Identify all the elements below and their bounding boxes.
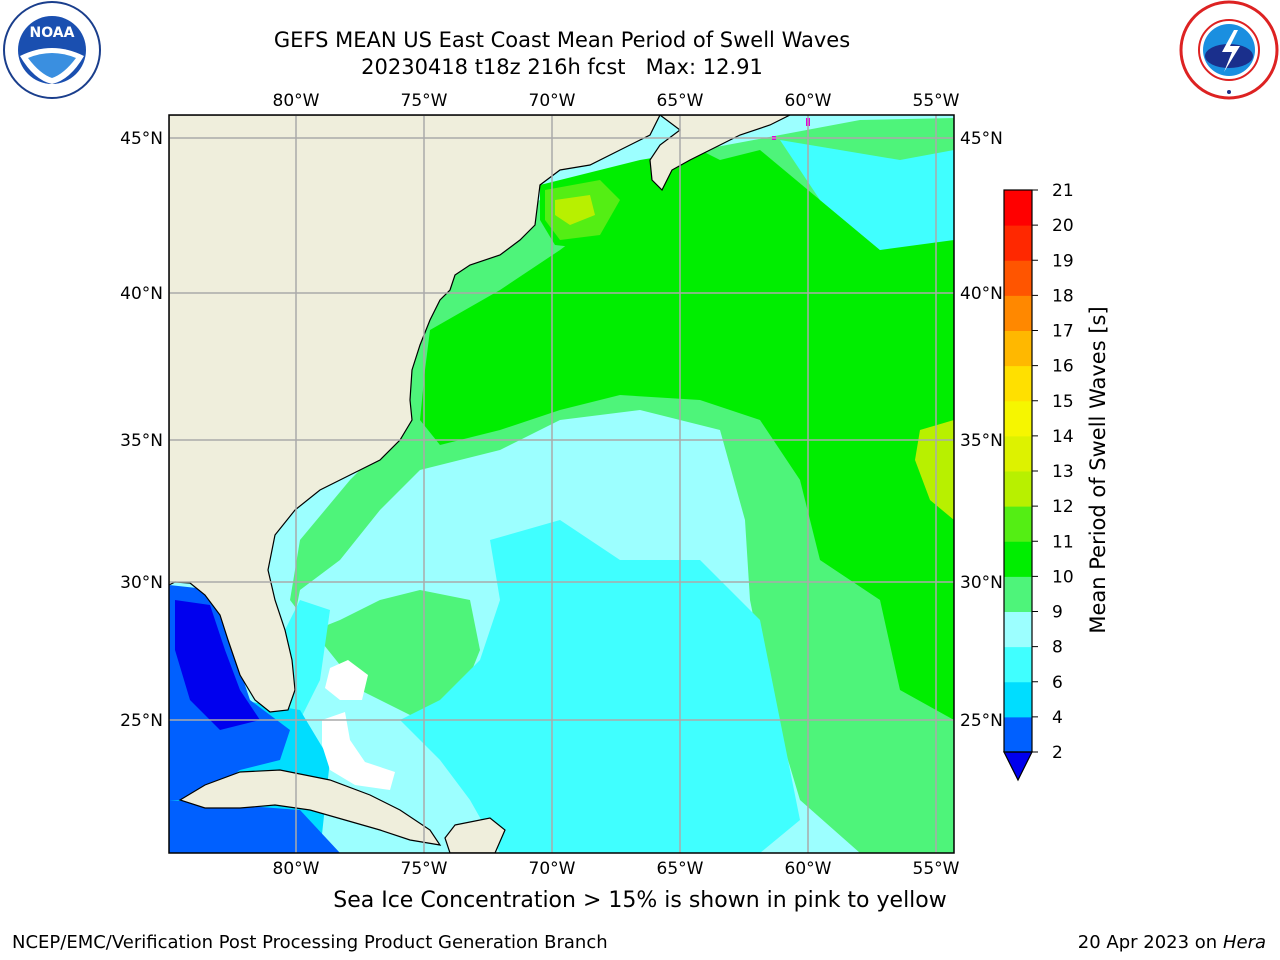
colorbar-segment [1004, 471, 1032, 507]
swell-band-6-8-south [400, 520, 800, 853]
footer-date: 20 Apr 2023 on Hera [1078, 932, 1266, 953]
noaa-logo: NOAA [3, 1, 101, 99]
colorbar-tick-label: 8 [1052, 638, 1063, 658]
colorbar-tick-label: 20 [1052, 216, 1074, 236]
colorbar-segment [1004, 330, 1032, 367]
swell-band-12-13-east [915, 420, 954, 520]
lon-label-bottom: 60°W [785, 859, 832, 879]
footer-credit: NCEP/EMC/Verification Post Processing Pr… [12, 932, 608, 953]
colorbar-segment [1004, 681, 1032, 718]
lat-label-left: 45°N [120, 129, 163, 149]
colorbar-segment [1004, 506, 1032, 542]
colorbar-segment [1004, 400, 1032, 437]
lon-label-top: 70°W [529, 91, 576, 111]
colorbar-tick-label: 14 [1052, 427, 1074, 447]
lat-label-left: 35°N [120, 431, 163, 451]
colorbar-tick-label: 6 [1052, 673, 1063, 693]
colorbar-segment [1004, 260, 1032, 296]
colorbar-segment [1004, 646, 1032, 683]
lon-label-top: 60°W [785, 91, 832, 111]
footer-date-text: 20 Apr 2023 on [1077, 932, 1223, 953]
chart-subtitle: 20230418 t18z 216h fcst Max: 12.91 [361, 55, 763, 79]
nws-logo [1179, 0, 1279, 100]
lat-label-right: 35°N [960, 431, 1003, 451]
swell-band-under-2 [175, 600, 260, 730]
lat-label-right: 45°N [960, 129, 1003, 149]
swell-band-6-8-ne [780, 140, 954, 250]
colorbar-tick-label: 11 [1052, 532, 1074, 552]
lon-label-top: 65°W [657, 91, 704, 111]
lon-label-top: 55°W [913, 91, 960, 111]
land-north-america [169, 115, 661, 713]
map-frame [168, 114, 955, 854]
lat-label-right: 25°N [960, 711, 1003, 731]
colorbar-tick-label: 10 [1052, 567, 1074, 587]
colorbar-segment [1004, 435, 1032, 472]
lat-label-left: 40°N [120, 284, 163, 304]
colorbar-segment [1004, 576, 1032, 612]
swell-band-12-13 [555, 195, 595, 225]
lon-label-top: 75°W [401, 91, 448, 111]
land-nova-scotia [649, 115, 791, 192]
colorbar-tick-label: 18 [1052, 286, 1074, 306]
sea-ice-note: Sea Ice Concentration > 15% is shown in … [333, 888, 947, 913]
bahamas-banks-north [325, 660, 368, 700]
chart-title: GEFS MEAN US East Coast Mean Period of S… [273, 28, 851, 52]
lat-label-right: 30°N [960, 573, 1003, 593]
colorbar-tick-label: 4 [1052, 708, 1063, 728]
lon-label-bottom: 55°W [913, 859, 960, 879]
colorbar-tick-label: 2 [1052, 743, 1063, 763]
lon-label-bottom: 70°W [529, 859, 576, 879]
colorbar-segment [1004, 611, 1032, 648]
footer-host: Hera [1222, 932, 1266, 953]
noaa-logo-text: NOAA [30, 25, 75, 41]
lat-label-left: 25°N [120, 711, 163, 731]
colorbar-tick-label: 17 [1052, 322, 1074, 342]
map-gridlines [169, 115, 954, 853]
swell-band-2-4-south [169, 800, 340, 853]
colorbar-tick-label: 9 [1052, 603, 1063, 623]
colorbar-tick-label: 19 [1052, 251, 1074, 271]
colorbar-segment [1004, 295, 1032, 331]
lat-label-right: 40°N [960, 284, 1003, 304]
colorbar-segment [1004, 716, 1032, 753]
colorbar-segment [1004, 541, 1032, 577]
colorbar-tick-label: 21 [1052, 181, 1074, 201]
colorbar-segment [1004, 225, 1032, 261]
colorbar-tick-label: 16 [1052, 357, 1074, 377]
colorbar-under-arrow [1003, 751, 1033, 782]
lon-label-top: 80°W [273, 91, 320, 111]
lon-label-bottom: 80°W [273, 859, 320, 879]
lon-label-bottom: 65°W [657, 859, 704, 879]
colorbar-tick-label: 13 [1052, 462, 1074, 482]
colorbar-tick-label: 15 [1052, 392, 1074, 412]
lat-label-left: 30°N [120, 573, 163, 593]
colorbar-label: Mean Period of Swell Waves [s] [1086, 306, 1110, 634]
land-hispaniola [444, 817, 506, 853]
colorbar-segment [1004, 190, 1032, 226]
colorbar: 2 4 6 8 9 10 11 12 13 14 15 16 17 18 19 20 21 [1003, 181, 1074, 782]
colorbar-segment [1004, 365, 1032, 402]
bahamas-banks [322, 712, 395, 790]
colorbar-tick-label: 12 [1052, 497, 1074, 517]
land-cuba [178, 769, 442, 846]
lon-label-bottom: 75°W [401, 859, 448, 879]
